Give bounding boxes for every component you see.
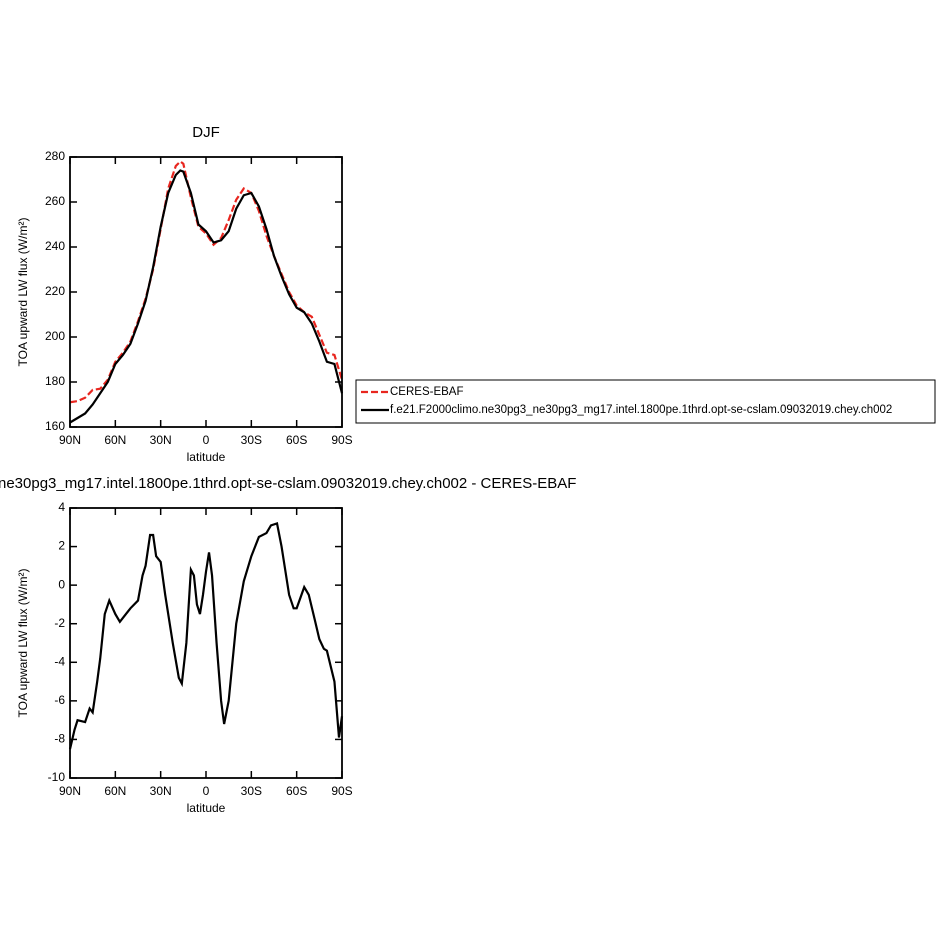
x-tick-label: 0 (203, 784, 210, 798)
x-axis-label: latitude (187, 450, 226, 464)
y-tick-label: 0 (58, 577, 65, 591)
y-axis-label: TOA upward LW flux (W/m²) (16, 218, 30, 367)
y-axis-label: TOA upward LW flux (W/m²) (16, 569, 30, 718)
y-tick-label: -8 (54, 732, 65, 746)
chart-title: ne30pg3_mg17.intel.1800pe.1thrd.opt-se-c… (0, 475, 576, 492)
y-tick-label: 4 (58, 500, 65, 514)
legend-label: CERES-EBAF (390, 386, 464, 398)
y-tick-label: -4 (54, 654, 65, 668)
data-line (69, 169, 344, 424)
x-tick-label: 60S (286, 433, 307, 447)
y-tick-label: -2 (54, 616, 65, 630)
x-tick-label: 30S (241, 784, 262, 798)
x-tick-label: 60S (286, 784, 307, 798)
y-tick-label: -6 (54, 693, 65, 707)
legend-label: f.e21.F2000climo.ne30pg3_ne30pg3_mg17.in… (390, 404, 892, 416)
legend-box (355, 379, 936, 424)
y-tick-label: 240 (45, 239, 65, 253)
y-tick-label: 2 (58, 539, 65, 553)
x-tick-label: 60N (104, 784, 126, 798)
y-tick-label: 220 (45, 284, 65, 298)
x-tick-label: 30N (150, 784, 172, 798)
x-tick-label: 90S (331, 784, 352, 798)
y-tick-label: 180 (45, 374, 65, 388)
y-tick-label: 160 (45, 419, 65, 433)
x-tick-label: 0 (203, 433, 210, 447)
data-line (69, 160, 344, 404)
y-tick-label: 260 (45, 194, 65, 208)
data-line (68, 522, 344, 750)
x-tick-label: 60N (104, 433, 126, 447)
x-tick-label: 30N (150, 433, 172, 447)
y-tick-label: 200 (45, 329, 65, 343)
x-tick-label: 90N (59, 784, 81, 798)
y-tick-label: -10 (48, 770, 66, 784)
chart-title: DJF (192, 124, 220, 141)
x-tick-label: 90S (331, 433, 352, 447)
plot-frame (69, 156, 343, 428)
y-tick-label: 280 (45, 149, 65, 163)
x-tick-label: 30S (241, 433, 262, 447)
x-tick-label: 90N (59, 433, 81, 447)
x-axis-label: latitude (187, 801, 226, 815)
plot-frame (69, 507, 343, 779)
